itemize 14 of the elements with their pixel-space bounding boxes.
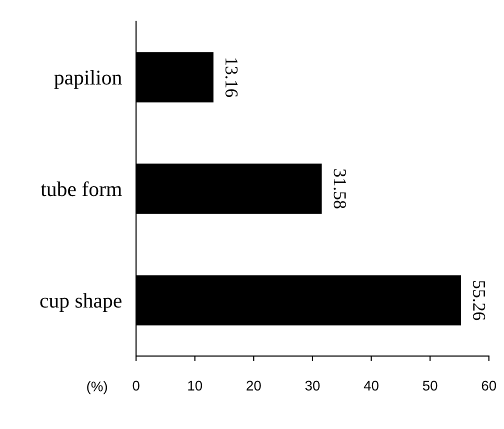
- y-tick-label: tube form: [40, 181, 122, 196]
- x-tick-label: 40: [364, 380, 378, 391]
- y-tick-label: cup shape: [40, 293, 122, 312]
- y-tick-label: papilion: [54, 70, 122, 89]
- data-label: 31.58: [334, 169, 346, 208]
- x-axis-title: (%): [87, 381, 107, 394]
- data-label: 13.16: [225, 58, 238, 97]
- x-tick-label: 10: [188, 380, 202, 391]
- data-label: 55.26: [472, 281, 486, 320]
- x-tick-label: 50: [422, 380, 438, 391]
- x-tick-label: 20: [246, 380, 261, 391]
- x-tick-label: 30: [305, 380, 320, 391]
- x-tick-label: 60: [482, 380, 496, 391]
- x-tick-label: 0: [132, 380, 140, 391]
